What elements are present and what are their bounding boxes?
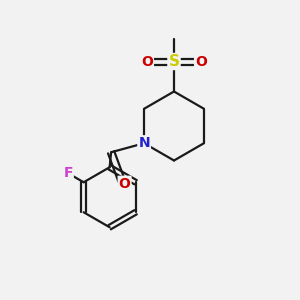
Text: O: O bbox=[195, 55, 207, 68]
Text: S: S bbox=[169, 54, 179, 69]
Text: O: O bbox=[119, 177, 130, 191]
Text: F: F bbox=[63, 166, 73, 180]
Text: N: N bbox=[138, 136, 150, 150]
Text: O: O bbox=[141, 55, 153, 68]
